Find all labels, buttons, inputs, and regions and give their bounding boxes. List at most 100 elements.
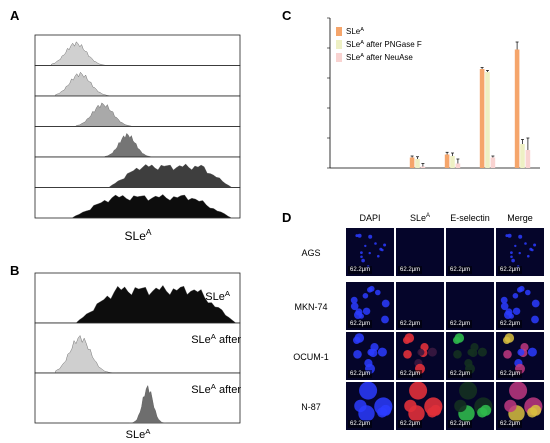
- bar-n-87-series-1: [520, 144, 525, 168]
- legend-label-1-tail: after PNGase F: [364, 40, 422, 49]
- histogram-n87: [108, 163, 233, 188]
- legend-label-0-sup: A: [360, 27, 364, 33]
- panel-a-letter: A: [10, 8, 20, 23]
- cell: [517, 348, 525, 356]
- micrograph-ags-dapi: 62.2μm: [346, 228, 394, 276]
- legend-label-2-tail: after NeuAse: [364, 53, 413, 62]
- condition-label-sle-main: SLe: [205, 291, 225, 303]
- x-axis-label-sup: A: [146, 227, 152, 237]
- micrograph-n-87-merge: 62.2μm: [496, 382, 544, 430]
- column-header-sup: A: [426, 213, 431, 219]
- bar-kato-iii-series-1: [450, 156, 455, 168]
- micrograph-cells: [503, 333, 537, 374]
- cell: [427, 347, 437, 357]
- column-header-dapi: DAPI: [346, 213, 394, 223]
- cell: [453, 350, 462, 359]
- panel-a-histograms: SLeA: [34, 34, 241, 243]
- cell: [518, 251, 521, 255]
- cell: [512, 307, 521, 315]
- micrograph-cells: [453, 333, 487, 374]
- scale-bar-label: 62.2μm: [348, 266, 373, 274]
- micrograph-ocum-1-e-selectin: 62.2μm: [446, 332, 494, 380]
- cell: [403, 350, 412, 359]
- panel-c-letter: C: [282, 8, 292, 23]
- x-axis-label: SLeA: [125, 227, 152, 243]
- cell: [359, 382, 378, 400]
- scale-bar-label: 62.2μm: [448, 266, 473, 274]
- cell: [353, 336, 361, 344]
- scale-bar-label: 62.2μm: [448, 320, 473, 328]
- scale-bar-label: 62.2μm: [498, 320, 523, 328]
- micrograph-cells: [404, 382, 443, 422]
- cell: [500, 296, 508, 304]
- condition-label-sle-pngase-main: SLe: [191, 334, 211, 346]
- legend-label-2-main: SLe: [346, 53, 361, 62]
- cell: [533, 243, 537, 247]
- row-label-ocum-1: OCUM-1: [293, 352, 329, 362]
- cell: [518, 234, 523, 239]
- micrograph-mkn-74-e-selectin: 62.2μm: [446, 282, 494, 330]
- micrograph-ocum-1-merge: 62.2μm: [496, 332, 544, 380]
- condition-label-sle-neuase: SLeA after: [191, 382, 241, 397]
- micrograph-cells: [403, 333, 437, 374]
- cell: [454, 399, 467, 413]
- cell: [504, 399, 517, 413]
- x-axis-label: SLeA: [126, 427, 152, 442]
- legend-label-1: SLeA after PNGase F: [346, 40, 422, 49]
- micrograph-ags-merge: 62.2μm: [496, 228, 544, 276]
- histogram-frame-sle-neuase: [34, 372, 241, 424]
- cell: [350, 296, 358, 304]
- scale-bar-label: 62.2μm: [398, 320, 423, 328]
- cell: [367, 287, 373, 293]
- cell: [467, 348, 475, 356]
- scale-bar-label: 62.2μm: [348, 370, 373, 378]
- condition-label-sle-sup: A: [225, 289, 231, 298]
- scale-bar-label: 62.2μm: [498, 370, 523, 378]
- histogram-sle-pngase: [55, 335, 118, 374]
- cell: [381, 299, 390, 308]
- cell: [503, 336, 511, 344]
- scale-bar-label: 62.2μm: [348, 320, 373, 328]
- micrograph-cells: [505, 233, 537, 268]
- histogram-frame-mkn-45: [34, 95, 241, 127]
- cell: [357, 233, 362, 238]
- bar-kato-iii-series-0: [444, 154, 450, 168]
- micrograph-mkn-74-sle: 62.2μm: [396, 282, 444, 330]
- cell: [362, 293, 369, 299]
- cell: [525, 289, 531, 296]
- micrograph-ocum-1-sle: 62.2μm: [396, 332, 444, 380]
- cell: [368, 251, 371, 255]
- cell: [360, 255, 363, 259]
- scale-bar-label: 62.2μm: [348, 420, 373, 428]
- cell: [517, 287, 523, 293]
- micrograph-ags-sle: 62.2μm: [396, 228, 444, 276]
- cell: [354, 399, 367, 413]
- micrograph-cells: [454, 382, 493, 422]
- condition-label-sle: SLeA: [205, 289, 231, 304]
- cell: [355, 234, 359, 238]
- cell: [377, 347, 387, 357]
- legend-swatch-1: [336, 40, 342, 49]
- cell: [404, 399, 417, 413]
- scale-bar-label: 62.2μm: [398, 266, 423, 274]
- cell: [453, 336, 461, 344]
- micrograph-n-87-sle: 62.2μm: [396, 382, 444, 430]
- cell: [374, 242, 377, 245]
- micrograph-n-87-dapi: 62.2μm: [346, 382, 394, 430]
- condition-label-sle-pngase-tail: after: [216, 334, 241, 346]
- scale-bar-label: 62.2μm: [498, 266, 523, 274]
- bar-mkn-45-series-2: [420, 166, 426, 168]
- histogram-ags: [51, 41, 105, 66]
- cell: [527, 347, 537, 357]
- column-header-sle: SLeA: [396, 213, 444, 223]
- bar-ocum-1-series-0: [479, 69, 485, 168]
- micrograph-ocum-1-dapi: 62.2μm: [346, 332, 394, 380]
- cell: [514, 244, 517, 248]
- cell: [477, 347, 487, 357]
- bar-mkn-45-series-0: [409, 157, 415, 168]
- bar-ocum-1-series-2: [490, 157, 496, 168]
- legend-label-1-sup: A: [360, 40, 364, 46]
- histogram-frame-mkn-74: [34, 65, 241, 97]
- micrograph-cells: [500, 285, 540, 324]
